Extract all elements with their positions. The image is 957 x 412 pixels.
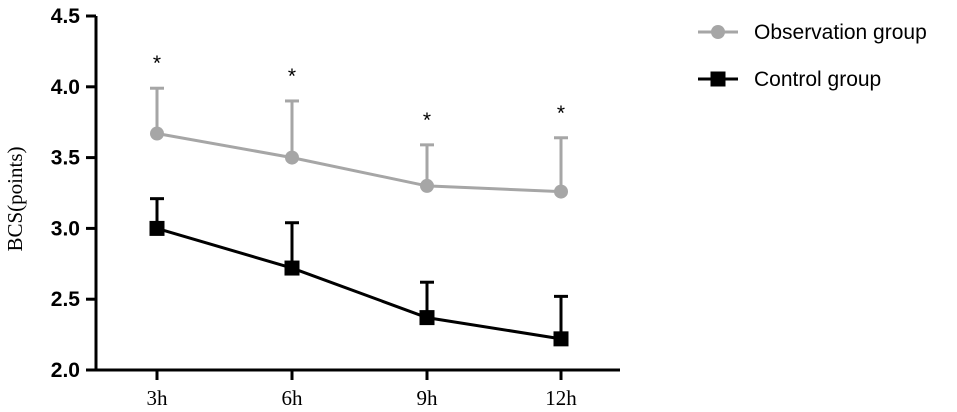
- y-axis-label: BCS(points): [3, 146, 27, 251]
- axes: [94, 16, 620, 372]
- annotations: * * * *: [153, 52, 565, 132]
- significance-star: *: [153, 52, 161, 75]
- series-observation: [150, 86, 568, 199]
- data-point: [420, 178, 434, 193]
- y-tick-label: 2.5: [51, 288, 81, 311]
- y-tick-label: 4.5: [51, 5, 81, 28]
- y-tick-label: 3.0: [51, 217, 80, 240]
- x-tick-label: 3h: [147, 386, 169, 410]
- x-ticks: 3h 6h 9h 12h: [147, 370, 577, 410]
- data-point: [553, 331, 569, 347]
- series: [149, 86, 569, 347]
- series-control: [149, 197, 569, 347]
- y-tick-label: 2.0: [51, 359, 80, 382]
- y-tick-label: 4.0: [51, 76, 80, 99]
- data-point: [285, 150, 299, 165]
- legend-marker-control: [710, 71, 726, 87]
- data-point: [150, 126, 164, 141]
- legend-label-control: Control group: [754, 68, 881, 91]
- data-point: [149, 220, 165, 236]
- data-point: [554, 184, 568, 199]
- legend-item-observation: Observation group: [698, 21, 927, 44]
- x-tick-label: 9h: [417, 386, 439, 410]
- series-line: [156, 226, 562, 341]
- y-tick-label: 3.5: [51, 147, 81, 170]
- legend-marker-observation: [711, 25, 725, 39]
- significance-star: *: [557, 102, 565, 125]
- legend-label-observation: Observation group: [754, 21, 927, 44]
- y-ticks: 2.0 2.5 3.0 3.5 4.0 4.5: [51, 5, 96, 382]
- legend: Observation group Control group: [698, 21, 927, 91]
- data-point: [284, 260, 300, 276]
- legend-item-control: Control group: [698, 68, 881, 91]
- x-tick-label: 12h: [545, 386, 577, 410]
- significance-star: *: [423, 109, 431, 132]
- significance-star: *: [288, 65, 296, 88]
- series-line: [156, 132, 562, 194]
- data-point: [419, 310, 435, 326]
- x-tick-label: 6h: [282, 386, 304, 410]
